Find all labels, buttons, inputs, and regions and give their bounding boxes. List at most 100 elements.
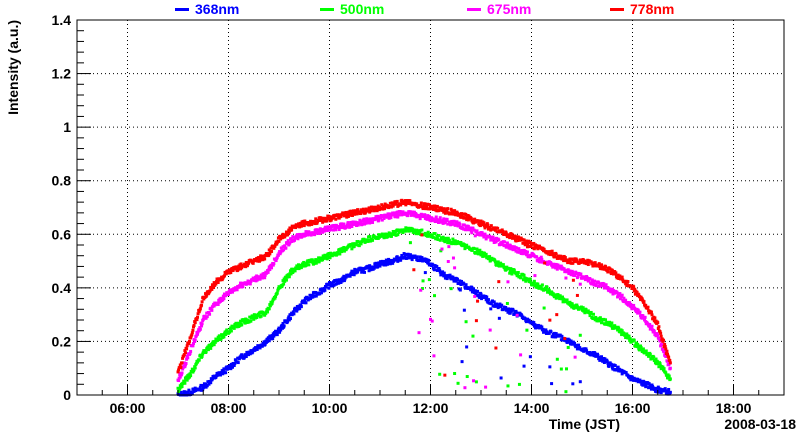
- data-point: [189, 374, 193, 378]
- data-point: [423, 202, 427, 206]
- data-point: [190, 367, 194, 371]
- data-point: [270, 301, 274, 305]
- data-point: [277, 239, 281, 243]
- data-point: [298, 225, 302, 229]
- data-point: [267, 339, 271, 343]
- data-point: [555, 265, 559, 269]
- data-point: [334, 217, 338, 221]
- data-point: [275, 291, 279, 295]
- data-point: [558, 294, 562, 298]
- data-point: [255, 347, 259, 351]
- data-point: [481, 254, 485, 258]
- data-point: [358, 212, 362, 216]
- legend-label-500nm: 500nm: [340, 1, 384, 17]
- data-point: [333, 251, 337, 255]
- data-point: [385, 215, 389, 219]
- data-point: [633, 344, 637, 348]
- data-point: [590, 282, 594, 286]
- data-point: [291, 269, 295, 273]
- data-point: [318, 292, 322, 296]
- data-point: [288, 317, 292, 321]
- data-point: [302, 301, 306, 305]
- data-point: [578, 346, 582, 350]
- data-point: [332, 283, 336, 287]
- data-point: [480, 231, 484, 235]
- data-point: [263, 273, 267, 277]
- data-point: [446, 260, 450, 264]
- data-point: [505, 241, 509, 245]
- data-point: [261, 258, 265, 262]
- data-point: [589, 310, 593, 314]
- data-point: [588, 350, 592, 354]
- data-point: [390, 201, 394, 205]
- data-point: [228, 268, 232, 272]
- data-point: [376, 265, 380, 269]
- data-point: [625, 334, 629, 338]
- data-point: [465, 375, 469, 379]
- data-point: [668, 358, 672, 362]
- data-point: [647, 386, 651, 390]
- data-point: [616, 365, 620, 369]
- data-point: [270, 249, 274, 253]
- data-point: [437, 220, 441, 224]
- data-point: [327, 286, 331, 290]
- data-point: [473, 234, 477, 238]
- data-point: [391, 211, 395, 215]
- data-point: [660, 342, 664, 346]
- data-point: [338, 213, 342, 217]
- data-point: [324, 285, 328, 289]
- data-point: [575, 259, 579, 263]
- data-point: [268, 252, 272, 256]
- data-point: [628, 301, 632, 305]
- data-point: [657, 325, 661, 329]
- data-point: [591, 264, 595, 268]
- data-point: [562, 267, 566, 271]
- data-point: [539, 260, 543, 264]
- data-point: [288, 269, 292, 273]
- data-point: [361, 270, 365, 274]
- data-point: [301, 223, 305, 227]
- data-point: [601, 359, 605, 363]
- data-point: [447, 239, 451, 243]
- data-point: [524, 279, 528, 283]
- data-point: [517, 236, 521, 240]
- data-point: [545, 285, 549, 289]
- data-point: [610, 363, 614, 367]
- data-point: [208, 312, 212, 316]
- data-point: [210, 377, 214, 381]
- data-point: [643, 318, 647, 322]
- data-point: [615, 290, 619, 294]
- data-point: [299, 305, 303, 309]
- data-point: [447, 220, 451, 224]
- data-point: [600, 263, 604, 267]
- data-point: [186, 356, 190, 360]
- data-point: [500, 242, 504, 246]
- data-point: [457, 281, 461, 285]
- data-point: [659, 331, 663, 335]
- data-point: [441, 235, 445, 239]
- data-point: [389, 261, 393, 265]
- data-point: [263, 276, 267, 280]
- data-point: [638, 348, 642, 352]
- data-point: [385, 262, 389, 266]
- data-point: [484, 385, 488, 389]
- data-point: [523, 243, 527, 247]
- data-point: [478, 295, 482, 299]
- data-point: [352, 245, 356, 249]
- data-point: [420, 228, 424, 232]
- y-tick-label: 0.4: [52, 280, 72, 296]
- data-point: [408, 253, 412, 257]
- data-point: [510, 232, 514, 236]
- data-point: [344, 210, 348, 214]
- data-point: [511, 236, 515, 240]
- data-point: [229, 271, 233, 275]
- data-point: [429, 219, 433, 223]
- data-point: [620, 293, 624, 297]
- data-point: [667, 355, 671, 359]
- data-point: [644, 383, 648, 387]
- data-point: [494, 346, 498, 350]
- data-point: [506, 280, 510, 284]
- data-point: [567, 259, 571, 263]
- data-point: [500, 303, 504, 307]
- data-point: [378, 264, 382, 268]
